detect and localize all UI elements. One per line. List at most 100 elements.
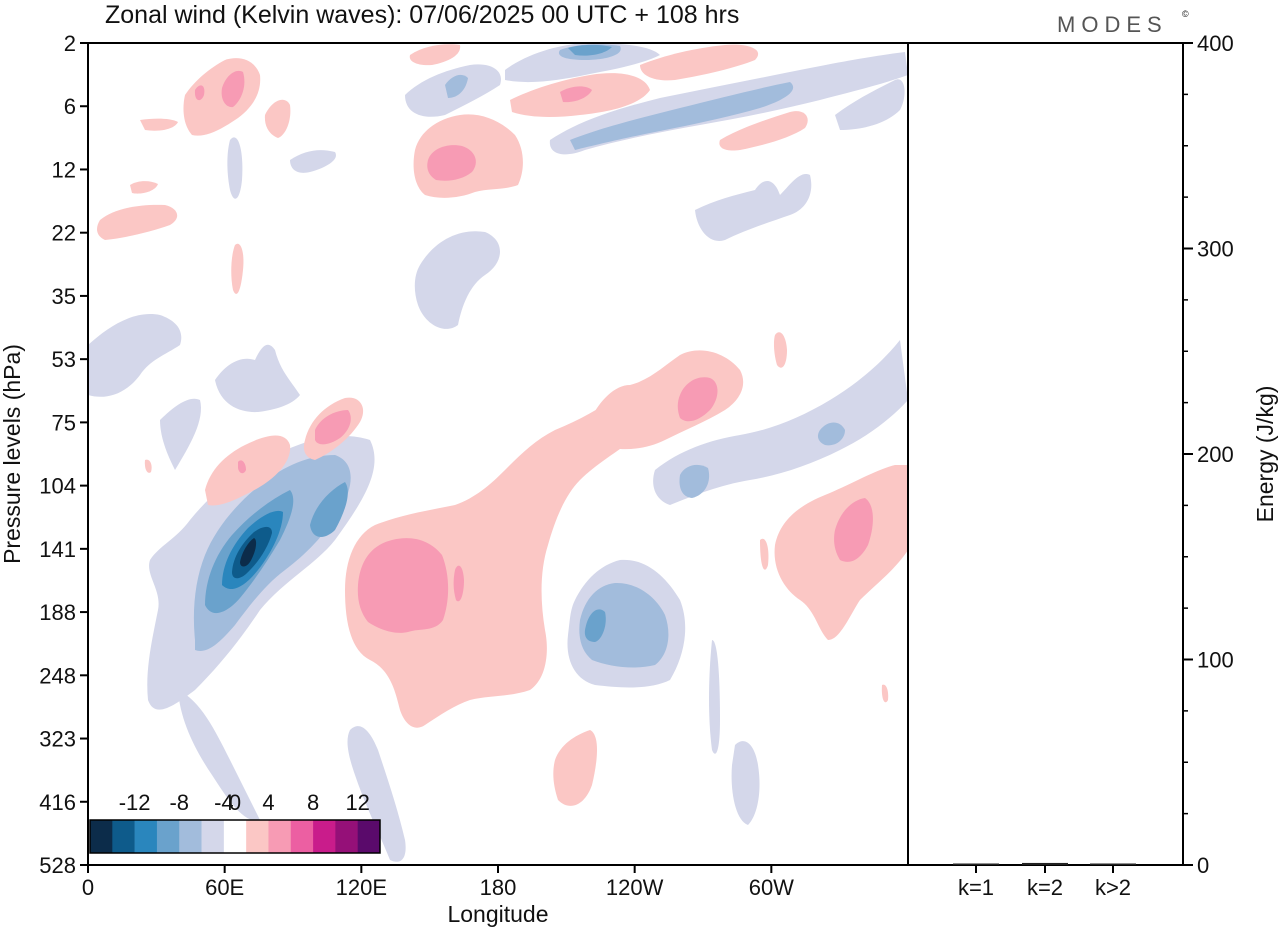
colorbar-swatch <box>179 820 202 853</box>
contour-pos-tiny-e <box>140 118 178 131</box>
y-tick-label: 12 <box>52 157 76 182</box>
y-tick-label: 188 <box>39 600 76 625</box>
colorbar-tick-label: 4 <box>262 790 274 815</box>
contour-pos2-slice <box>453 565 464 602</box>
energy-axis-label: Energy (J/kg) <box>1252 386 1278 523</box>
contour-pos-tiny-b <box>144 459 152 473</box>
y-tick-label: 323 <box>39 727 76 752</box>
modes-logo: MODES © <box>1057 9 1189 37</box>
colorbar-tick-label: -4 <box>214 790 234 815</box>
contour-neg3-top <box>568 44 612 56</box>
contour-pos-band-up <box>520 426 588 492</box>
contour-neg-right-upper <box>835 79 905 130</box>
contour-field <box>88 43 908 862</box>
energy-tick-label: 400 <box>1197 31 1234 56</box>
energy-tick-label: 200 <box>1197 442 1234 467</box>
contours-negative-deep <box>205 44 612 642</box>
contour-neg2-top-small <box>445 74 468 98</box>
contour-pos-top-left2 <box>264 99 291 138</box>
energy-tick-label: 300 <box>1197 237 1234 262</box>
longitude-axis: 0 60E 120E 180 120W 60W <box>82 865 794 900</box>
colorbar-tick-label: 12 <box>345 790 369 815</box>
colorbar: -12 -8 -40 4 8 12 <box>89 790 381 854</box>
contour-neg-thin-streak <box>709 640 720 754</box>
contour-pos2-big <box>357 538 449 633</box>
contour-neg-mid-blob <box>414 231 500 329</box>
colorbar-swatch <box>335 820 358 853</box>
contour-pos-left-small <box>97 204 178 240</box>
x-axis-label: Longitude <box>447 901 548 927</box>
energy-panel-frame <box>907 42 1184 866</box>
colorbar-tick-label: -12 <box>119 790 151 815</box>
contour-neg-top-streak <box>505 43 660 83</box>
y-tick-label: 35 <box>52 284 76 309</box>
contour-neg-upper-left <box>88 314 182 397</box>
energy-tick-label: 100 <box>1197 648 1234 673</box>
energy-bar <box>1090 863 1136 865</box>
energy-bars: k=1 k=2 k>2 <box>953 862 1136 900</box>
colorbar-swatch <box>201 820 225 853</box>
y-axis-label: Pressure levels (hPa) <box>0 344 25 564</box>
contour-neg2-band <box>570 82 794 150</box>
contour-pos2-top-small <box>194 85 205 101</box>
x-tick-label: 120W <box>606 875 664 900</box>
contour-pos2-top-left <box>221 70 245 108</box>
pressure-axis: 2 6 12 22 35 53 75 104 141 188 248 323 416 528 <box>39 31 88 878</box>
contour-neg-right-band <box>653 340 908 505</box>
contour-pos2-right <box>834 498 873 562</box>
energy-category-label: k=1 <box>958 875 994 900</box>
contour-neg-lower-band <box>178 690 260 821</box>
contour-neg-bottom-right <box>731 741 760 825</box>
contour-pos-tiny-c <box>881 684 889 703</box>
contour-neg-upper-small <box>290 150 336 173</box>
energy-bar <box>1022 862 1068 865</box>
x-tick-label: 120E <box>336 875 387 900</box>
contour-neg-mid-left <box>215 344 300 413</box>
contour-pos-left-ridge <box>205 435 291 506</box>
contour-pos-bottom <box>553 730 597 806</box>
contour-pos-tiny-a <box>231 243 244 294</box>
contour-neg-bottom-center <box>347 726 406 862</box>
energy-category-label: k>2 <box>1095 875 1131 900</box>
colorbar-swatch <box>246 820 269 853</box>
colorbar-swatch <box>268 820 292 853</box>
energy-bar <box>953 863 999 865</box>
colorbar-swatch <box>112 820 135 853</box>
contour-pos-top-left <box>183 58 261 136</box>
contour-neg-jetstreak <box>695 174 812 241</box>
energy-axis: 0 100 200 300 400 <box>1183 31 1234 878</box>
modes-logo-text: MODES <box>1057 12 1168 37</box>
contour-pos-upper-ridge <box>588 350 744 450</box>
contour-neg-upper-thin <box>227 137 243 199</box>
contour-pos-right-small <box>773 332 787 368</box>
colorbar-swatch <box>90 820 113 853</box>
y-tick-label: 75 <box>52 410 76 435</box>
contour-pos2-mid <box>315 410 351 445</box>
contour-pos-big-mid <box>345 377 670 728</box>
contour-pos-left-tiny <box>130 181 158 194</box>
x-tick-label: 0 <box>82 875 94 900</box>
contour-pos-top-right-2 <box>640 44 759 81</box>
y-tick-label: 104 <box>39 474 76 499</box>
chart-title: Zonal wind (Kelvin waves): 07/06/2025 00… <box>105 1 739 29</box>
y-tick-label: 528 <box>39 853 76 878</box>
contour-neg6-core <box>240 538 257 567</box>
energy-tick-label: 0 <box>1197 853 1209 878</box>
y-tick-label: 2 <box>64 31 76 56</box>
contours-positive-strong <box>194 70 873 633</box>
contour-neg2-small-right2 <box>817 422 845 446</box>
contour-pos2-ridge <box>677 377 718 422</box>
colorbar-tick-label: 0 <box>229 790 241 815</box>
colorbar-tick-label: 8 <box>307 790 319 815</box>
y-tick-label: 248 <box>39 663 76 688</box>
contour-neg-left-streak <box>160 398 201 470</box>
contour-pos2-small <box>238 460 246 474</box>
contour-neg3-second <box>310 482 348 537</box>
y-tick-label: 53 <box>52 347 76 372</box>
contour-pos-top-right-streak <box>719 111 808 151</box>
contour-pos2-top <box>427 145 476 181</box>
colorbar-swatch <box>156 820 180 853</box>
colorbar-swatch <box>223 820 247 853</box>
